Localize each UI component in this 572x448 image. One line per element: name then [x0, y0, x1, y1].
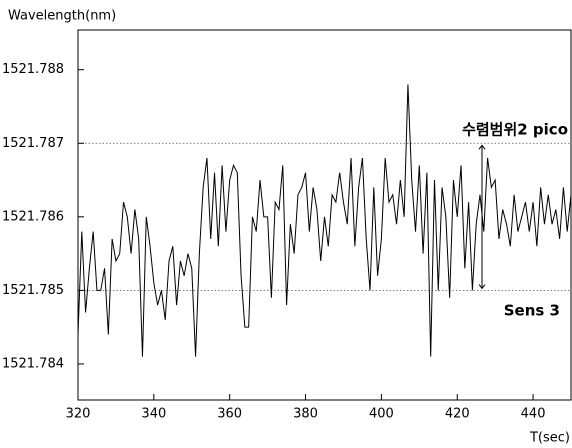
- y-tick-label: 1521.784: [2, 356, 64, 371]
- x-tick-label: 360: [217, 407, 242, 422]
- x-tick-label: 340: [141, 407, 166, 422]
- plot-frame: [77, 29, 572, 401]
- x-axis-label: T(sec): [529, 431, 570, 446]
- y-tick-label: 1521.787: [2, 136, 64, 151]
- y-axis-label: Wavelength(nm): [8, 9, 116, 24]
- y-tick-label: 1521.786: [2, 209, 64, 224]
- x-tick-label: 420: [445, 407, 470, 422]
- annotation: Sens 3: [504, 302, 560, 320]
- x-tick-label: 440: [521, 407, 546, 422]
- x-tick-label: 400: [369, 407, 394, 422]
- x-tick-label: 320: [66, 407, 91, 422]
- y-tick-label: 1521.785: [2, 283, 64, 298]
- annotation: 수렴범위2 pico: [462, 121, 568, 139]
- x-tick-label: 380: [293, 407, 318, 422]
- data-line: [77, 84, 572, 357]
- y-tick-label: 1521.788: [2, 62, 64, 77]
